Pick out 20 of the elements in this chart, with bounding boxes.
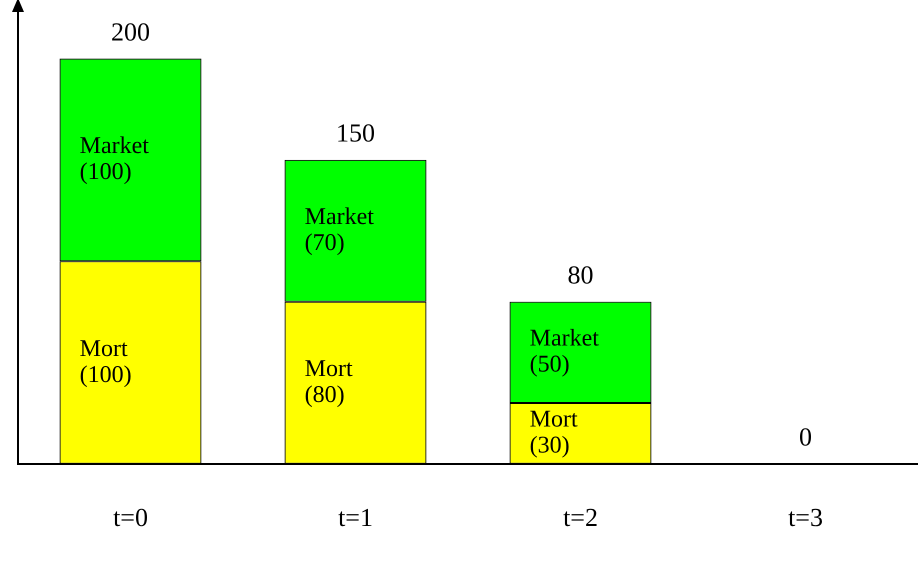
- data-label: (70): [304, 230, 345, 256]
- total-label: 80: [568, 260, 594, 290]
- data-label: (30): [530, 432, 570, 459]
- text: Market: [304, 204, 374, 230]
- total-label: 200: [111, 17, 150, 46]
- total-label: 150: [336, 118, 375, 148]
- text: Market: [530, 326, 599, 352]
- x-tick-label: t=0: [113, 503, 148, 532]
- series-label: Mort: [530, 406, 578, 433]
- data-label: (80): [304, 382, 345, 408]
- data-label: (100): [80, 362, 132, 388]
- series-label: Market: [80, 133, 150, 160]
- x-tick-label: t=2: [563, 503, 598, 532]
- text: Mort: [304, 356, 353, 382]
- x-tick-label: t=3: [788, 503, 823, 532]
- data-label: (100): [80, 159, 132, 186]
- total-label: 0: [799, 422, 812, 452]
- text: Mort: [80, 336, 128, 362]
- data-label: (50): [530, 352, 570, 378]
- x-tick-label: t=1: [338, 503, 373, 532]
